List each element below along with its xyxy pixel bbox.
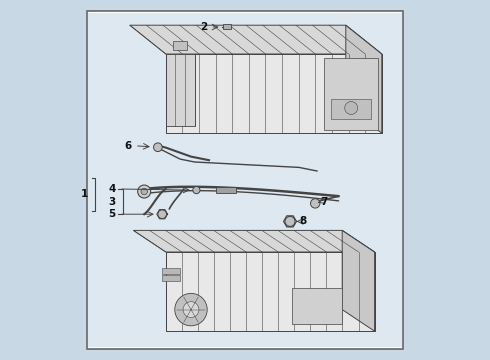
Circle shape — [285, 216, 295, 226]
Text: 5: 5 — [108, 209, 116, 219]
Bar — [173, 41, 187, 50]
Text: 6: 6 — [124, 141, 132, 151]
Circle shape — [158, 210, 167, 219]
Polygon shape — [346, 25, 382, 133]
Circle shape — [153, 143, 162, 152]
Circle shape — [183, 302, 199, 318]
Bar — [162, 275, 180, 281]
Polygon shape — [166, 54, 382, 133]
Circle shape — [141, 188, 147, 195]
Polygon shape — [166, 252, 374, 331]
Bar — [222, 24, 231, 29]
Text: 7: 7 — [320, 197, 328, 207]
Polygon shape — [342, 230, 374, 331]
Polygon shape — [130, 25, 382, 54]
Text: 1: 1 — [81, 189, 88, 199]
Bar — [88, 13, 402, 347]
Bar — [331, 99, 371, 119]
Polygon shape — [133, 230, 374, 252]
Circle shape — [175, 293, 207, 326]
Text: 8: 8 — [299, 216, 306, 226]
Bar — [292, 288, 342, 324]
Bar — [87, 11, 403, 349]
Circle shape — [138, 185, 151, 198]
Text: 2: 2 — [200, 22, 207, 32]
Circle shape — [311, 199, 320, 208]
Polygon shape — [166, 54, 195, 126]
Circle shape — [193, 186, 200, 194]
Bar — [324, 58, 378, 130]
Text: 3: 3 — [108, 197, 116, 207]
Bar — [162, 268, 180, 274]
Circle shape — [345, 102, 358, 114]
Bar — [216, 187, 236, 193]
Text: 4: 4 — [108, 184, 116, 194]
